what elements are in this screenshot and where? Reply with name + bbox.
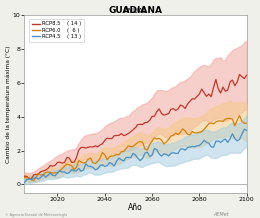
Text: © Agencia Estatal de Meteorología: © Agencia Estatal de Meteorología — [5, 213, 67, 217]
Title: GUADIANA: GUADIANA — [108, 5, 162, 15]
Y-axis label: Cambio de la temperatura máxima (°C): Cambio de la temperatura máxima (°C) — [5, 45, 11, 163]
X-axis label: Año: Año — [128, 203, 143, 213]
Legend: RCP8.5    ( 14 ), RCP6.0    (  6 ), RCP4.5    ( 13 ): RCP8.5 ( 14 ), RCP6.0 ( 6 ), RCP4.5 ( 13… — [29, 19, 84, 42]
Text: ANUAL: ANUAL — [124, 9, 147, 14]
Text: AEMet: AEMet — [213, 212, 229, 217]
